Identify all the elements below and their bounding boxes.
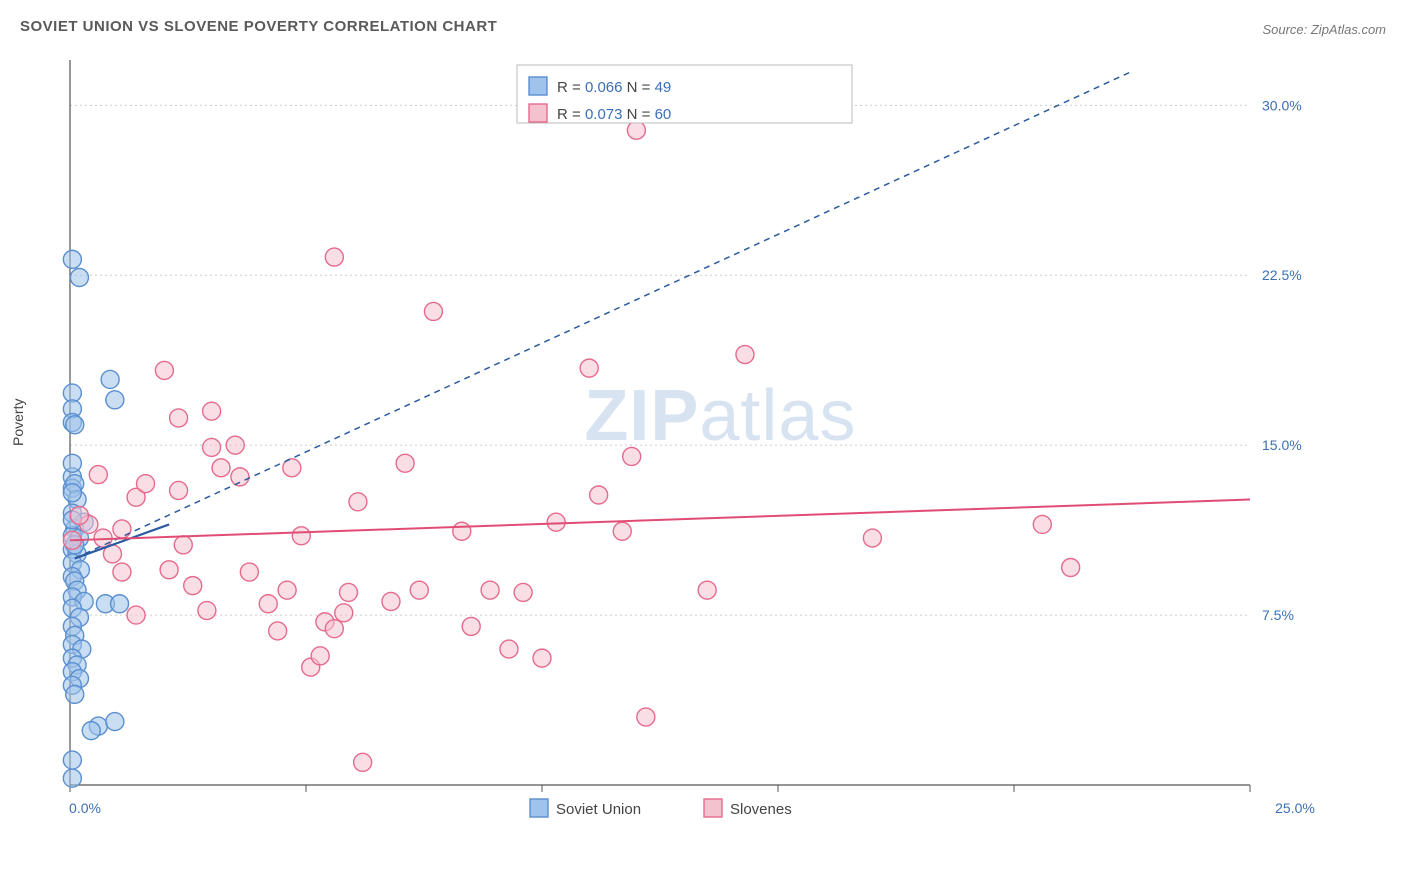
- legend-swatch: [530, 799, 548, 817]
- data-point: [481, 581, 499, 599]
- data-point: [111, 595, 129, 613]
- source-label: Source: ZipAtlas.com: [1262, 22, 1386, 37]
- y-tick-label: 7.5%: [1262, 607, 1294, 623]
- data-point: [63, 769, 81, 787]
- data-point: [533, 649, 551, 667]
- legend-row: R = 0.066 N = 49: [557, 79, 671, 96]
- data-point: [354, 753, 372, 771]
- data-point: [627, 121, 645, 139]
- data-point: [63, 454, 81, 472]
- data-point: [1033, 515, 1051, 533]
- data-point: [106, 713, 124, 731]
- data-point: [278, 581, 296, 599]
- data-point: [547, 513, 565, 531]
- legend-swatch: [529, 77, 547, 95]
- data-point: [137, 475, 155, 493]
- data-point: [82, 722, 100, 740]
- data-point: [174, 536, 192, 554]
- data-point: [269, 622, 287, 640]
- legend-swatch: [529, 104, 547, 122]
- data-point: [637, 708, 655, 726]
- data-point: [70, 269, 88, 287]
- data-point: [155, 361, 173, 379]
- data-point: [325, 620, 343, 638]
- data-point: [170, 409, 188, 427]
- data-point: [396, 454, 414, 472]
- data-point: [349, 493, 367, 511]
- data-point: [339, 583, 357, 601]
- data-point: [623, 447, 641, 465]
- data-point: [66, 416, 84, 434]
- data-point: [240, 563, 258, 581]
- data-point: [70, 506, 88, 524]
- scatter-plot: 7.5% 15.0% 22.5% 30.0% ZIPatlas 0.0% 25.0% R = …: [60, 55, 1330, 825]
- legend-label: Soviet Union: [556, 801, 641, 818]
- watermark: ZIPatlas: [584, 376, 856, 456]
- data-point: [424, 302, 442, 320]
- y-tick-label: 22.5%: [1262, 267, 1302, 283]
- data-point: [462, 617, 480, 635]
- data-point: [63, 484, 81, 502]
- data-point: [63, 751, 81, 769]
- data-point: [382, 592, 400, 610]
- data-point: [203, 438, 221, 456]
- data-point: [580, 359, 598, 377]
- data-point: [63, 250, 81, 268]
- chart-title: SOVIET UNION VS SLOVENE POVERTY CORRELAT…: [20, 18, 497, 35]
- data-point: [410, 581, 428, 599]
- legend-label: Slovenes: [730, 801, 792, 818]
- data-point: [113, 520, 131, 538]
- trend-line: [70, 500, 1250, 541]
- data-point: [514, 583, 532, 601]
- trend-line: [75, 71, 1132, 558]
- data-point: [453, 522, 471, 540]
- data-point: [325, 248, 343, 266]
- data-point: [311, 647, 329, 665]
- y-tick-label: 15.0%: [1262, 437, 1302, 453]
- data-point: [160, 561, 178, 579]
- chart-container: SOVIET UNION VS SLOVENE POVERTY CORRELAT…: [0, 0, 1406, 892]
- data-point: [101, 370, 119, 388]
- data-point: [127, 606, 145, 624]
- data-point: [292, 527, 310, 545]
- data-point: [590, 486, 608, 504]
- data-point: [226, 436, 244, 454]
- data-point: [113, 563, 131, 581]
- data-point: [500, 640, 518, 658]
- y-tick-label: 30.0%: [1262, 97, 1302, 113]
- data-point: [89, 466, 107, 484]
- data-point: [170, 481, 188, 499]
- y-axis-label: Poverty: [10, 399, 26, 446]
- data-point: [203, 402, 221, 420]
- data-point: [231, 468, 249, 486]
- data-point: [335, 604, 353, 622]
- data-point: [198, 602, 216, 620]
- data-point: [66, 685, 84, 703]
- legend-row: R = 0.073 N = 60: [557, 106, 671, 123]
- data-point: [106, 391, 124, 409]
- data-point: [1062, 559, 1080, 577]
- x-tick-label: 0.0%: [69, 800, 101, 816]
- data-point: [613, 522, 631, 540]
- data-point: [736, 346, 754, 364]
- legend-swatch: [704, 799, 722, 817]
- data-point: [212, 459, 230, 477]
- data-point: [259, 595, 277, 613]
- data-point: [698, 581, 716, 599]
- x-tick-label: 25.0%: [1275, 800, 1315, 816]
- data-point: [863, 529, 881, 547]
- data-point: [184, 577, 202, 595]
